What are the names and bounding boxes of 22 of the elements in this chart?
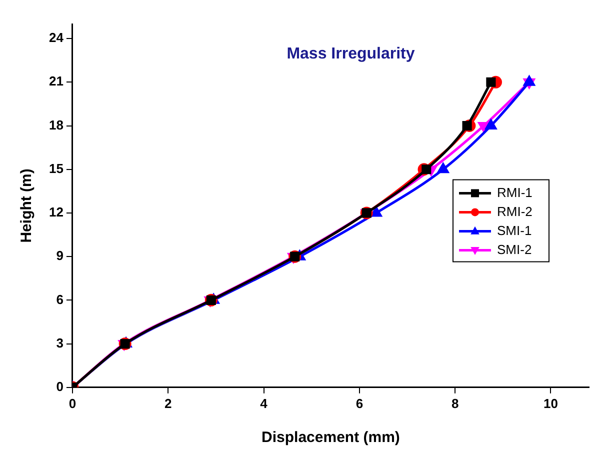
y-tick-label: 12	[48, 204, 64, 220]
legend-label: RMI-1	[497, 184, 532, 200]
y-tick-label: 21	[48, 74, 64, 89]
x-tick-label: 2	[164, 396, 172, 411]
legend-label: SMI-2	[497, 242, 532, 257]
y-tick-label: 0	[56, 378, 64, 394]
y-tick-label: 15	[48, 160, 64, 176]
legend-label: RMI-2	[497, 204, 532, 219]
y-tick-label: 18	[48, 117, 64, 132]
x-axis-title: Displacement (mm)	[262, 429, 400, 446]
x-tick-label: 6	[356, 396, 364, 411]
y-tick-label: 9	[56, 248, 64, 264]
text: Mass Irregularity	[286, 45, 415, 62]
y-tick-label: 24	[48, 30, 64, 46]
y-tick-label: 6	[56, 292, 64, 307]
y-axis-title: Height (m)	[18, 168, 36, 243]
x-tick-label: 0	[68, 396, 76, 411]
legend-label: SMI-1	[497, 222, 532, 238]
x-tick-label: 10	[544, 396, 558, 411]
y-tick-label: 3	[56, 335, 64, 350]
x-tick-label: 8	[451, 396, 459, 411]
x-tick-label: 4	[260, 396, 268, 411]
